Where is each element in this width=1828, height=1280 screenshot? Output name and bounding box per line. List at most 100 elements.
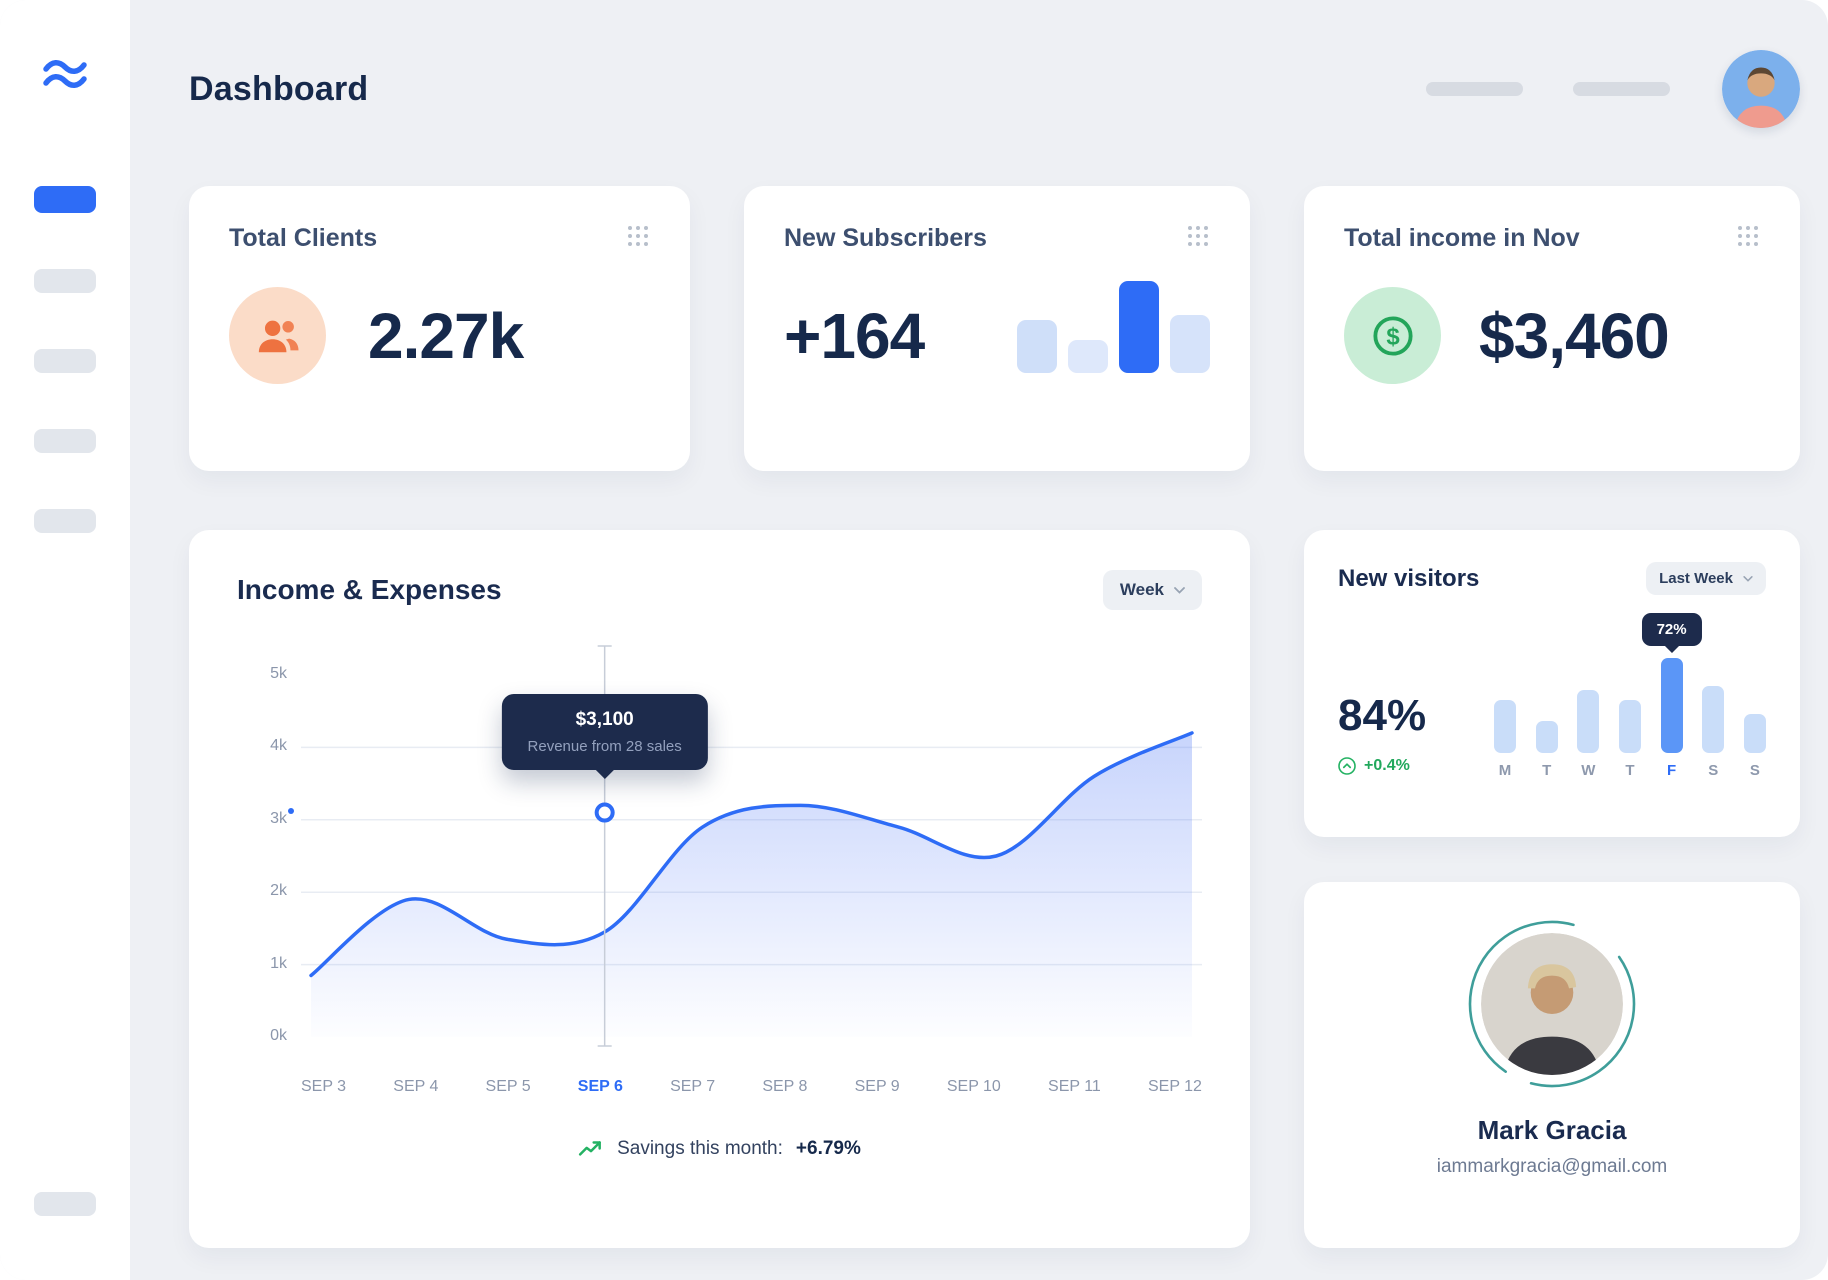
subscriber-bar (1068, 340, 1108, 373)
y-axis: 0k 1k 2k 3k 4k 5k (237, 642, 294, 1062)
app-logo[interactable] (41, 56, 89, 94)
tooltip-value: $3,100 (575, 709, 634, 730)
visitors-change-value: +0.4% (1364, 757, 1410, 774)
wave-logo-icon (43, 60, 87, 88)
income-expenses-chart: 0k 1k 2k 3k 4k 5k $3,100 Revenue from 28 sale… (237, 642, 1202, 1062)
visitor-bar (1535, 721, 1558, 753)
period-selector-label: Week (1119, 580, 1164, 599)
y-axis-tick: 3k (270, 809, 287, 827)
sidebar-item-5[interactable] (34, 509, 96, 533)
clients-icon-circle (229, 287, 326, 384)
sidebar (0, 0, 130, 1280)
visitors-tooltip: 72% (1641, 613, 1702, 646)
dollar-icon: $ (1372, 315, 1413, 356)
day-label: S (1749, 762, 1760, 779)
x-axis-tick: SEP 8 (762, 1078, 808, 1095)
visitors-bar-chart: 72% M T W T F S S (1494, 613, 1766, 779)
total-income-value: $3,460 (1479, 299, 1670, 372)
stats-row: Total Clients (189, 186, 1800, 471)
grid-dots-icon[interactable] (1736, 224, 1760, 248)
profile-email: iammarkgracia@gmail.com (1436, 1156, 1668, 1177)
new-visitors-card: New visitors Last Week 84% (1304, 530, 1800, 837)
visitor-bar (1743, 714, 1766, 753)
day-label: T (1542, 762, 1552, 779)
visitor-bar (1577, 690, 1600, 753)
sidebar-item-bottom[interactable] (34, 1192, 96, 1216)
x-axis-tick: SEP 4 (393, 1078, 439, 1095)
x-axis: SEP 3 SEP 4 SEP 5 SEP 6 SEP 7 SEP 8 SEP 9 SEP 1… (301, 1078, 1202, 1096)
y-axis-tick: 1k (270, 954, 287, 972)
period-selector[interactable]: Week (1102, 570, 1202, 610)
day-label: T (1625, 762, 1635, 779)
subscriber-bar (1017, 320, 1057, 373)
header: Dashboard (189, 50, 1800, 128)
x-axis-tick: SEP 5 (485, 1078, 531, 1095)
sidebar-item-2[interactable] (34, 269, 96, 293)
y-axis-tick: 4k (270, 737, 287, 755)
grid-dots-icon[interactable] (626, 224, 650, 248)
user-avatar-image (1722, 50, 1800, 128)
header-right (1426, 50, 1800, 128)
savings-value: +6.79% (795, 1138, 861, 1159)
x-axis-tick: SEP 12 (1147, 1078, 1202, 1095)
visitors-stat: 84% +0.4% (1338, 691, 1426, 779)
x-axis-tick: SEP 9 (854, 1078, 900, 1095)
visitor-bar (1494, 700, 1516, 753)
visitors-period-label: Last Week (1659, 570, 1733, 587)
grid-dots-icon[interactable] (1186, 224, 1210, 248)
day-label: F (1667, 762, 1677, 779)
profile-avatar-image (1481, 933, 1623, 1075)
chevron-down-icon (1174, 586, 1185, 594)
chart-plot-area: $3,100 Revenue from 28 sales (301, 642, 1202, 1062)
header-menu-placeholder-2[interactable] (1573, 82, 1670, 96)
users-icon (258, 320, 299, 352)
row-2: Income & Expenses Week 0k 1k 2k 3k 4k 5k (189, 530, 1800, 1248)
trend-up-icon (579, 1141, 602, 1156)
chart-tooltip: $3,100 Revenue from 28 sales (501, 694, 708, 770)
visitor-bar (1660, 658, 1683, 753)
savings-footer: Savings this month: +6.79% (237, 1138, 1202, 1160)
avatar-ring-icon (1468, 920, 1636, 1088)
visitor-bar (1618, 700, 1641, 753)
visitors-change: +0.4% (1338, 757, 1426, 775)
sidebar-item-3[interactable] (34, 349, 96, 373)
page-title: Dashboard (189, 69, 369, 108)
total-clients-card: Total Clients (189, 186, 690, 471)
day-label: W (1581, 762, 1596, 779)
header-menu-placeholder-1[interactable] (1426, 82, 1523, 96)
main-content: Dashboard Total Clients (130, 0, 1828, 1280)
savings-label: Savings this month: (617, 1138, 783, 1159)
income-expenses-card: Income & Expenses Week 0k 1k 2k 3k 4k 5k (189, 530, 1250, 1248)
income-expenses-title: Income & Expenses (237, 574, 502, 605)
x-axis-tick: SEP 6 (577, 1078, 623, 1095)
subscriber-bar (1170, 315, 1210, 373)
total-clients-title: Total Clients (229, 224, 378, 252)
sidebar-nav (0, 186, 130, 1216)
x-axis-tick: SEP 3 (301, 1078, 347, 1095)
profile-card: Mark Gracia iammarkgracia@gmail.com (1304, 882, 1800, 1248)
x-axis-tick: SEP 10 (946, 1078, 1001, 1095)
profile-avatar-ring (1467, 919, 1637, 1089)
visitors-value: 84% (1338, 691, 1427, 740)
visitors-period-selector[interactable]: Last Week (1646, 562, 1766, 595)
tooltip-label: Revenue from 28 sales (527, 738, 682, 755)
subscriber-bar (1119, 281, 1159, 373)
new-subscribers-card: New Subscribers +164 (744, 186, 1250, 471)
chevron-down-icon (1743, 575, 1753, 582)
income-icon-circle: $ (1344, 287, 1441, 384)
x-axis-tick: SEP 7 (670, 1078, 716, 1095)
user-avatar[interactable] (1722, 50, 1800, 128)
sidebar-item-4[interactable] (34, 429, 96, 453)
x-axis-tick: SEP 11 (1048, 1078, 1101, 1095)
sidebar-item-dashboard[interactable] (34, 186, 96, 213)
new-subscribers-value: +164 (784, 300, 925, 372)
total-clients-value: 2.27k (368, 299, 524, 372)
profile-name: Mark Gracia (1477, 1115, 1627, 1145)
total-income-card: Total income in Nov $ (1304, 186, 1800, 471)
y-axis-tick: 5k (270, 665, 287, 682)
y-axis-tick: 2k (270, 882, 287, 900)
day-label: M (1498, 762, 1512, 779)
new-visitors-title: New visitors (1338, 564, 1480, 592)
